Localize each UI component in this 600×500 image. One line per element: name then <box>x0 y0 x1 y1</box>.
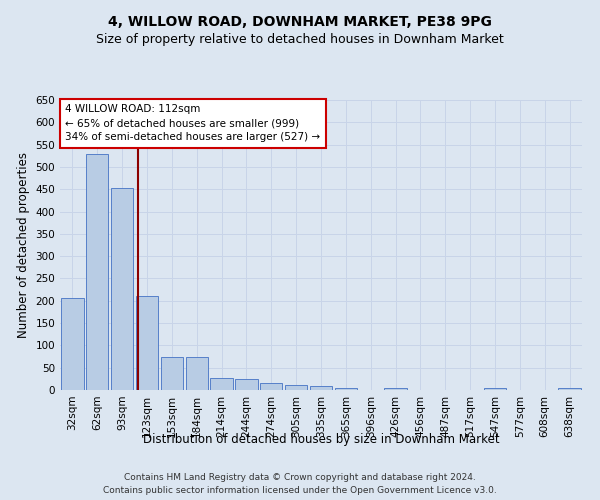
Bar <box>385 388 407 390</box>
Bar <box>235 379 257 390</box>
Bar <box>260 384 283 390</box>
Bar <box>285 384 307 390</box>
Bar <box>111 188 133 390</box>
Bar <box>335 388 357 390</box>
Bar <box>61 298 83 390</box>
Bar <box>310 386 332 390</box>
Text: Contains public sector information licensed under the Open Government Licence v3: Contains public sector information licen… <box>103 486 497 495</box>
Bar <box>136 296 158 390</box>
Bar <box>484 388 506 390</box>
Text: Distribution of detached houses by size in Downham Market: Distribution of detached houses by size … <box>143 432 499 446</box>
Bar <box>86 154 109 390</box>
Text: Size of property relative to detached houses in Downham Market: Size of property relative to detached ho… <box>96 32 504 46</box>
Bar <box>559 388 581 390</box>
Text: 4 WILLOW ROAD: 112sqm
← 65% of detached houses are smaller (999)
34% of semi-det: 4 WILLOW ROAD: 112sqm ← 65% of detached … <box>65 104 320 142</box>
Bar <box>211 378 233 390</box>
Text: 4, WILLOW ROAD, DOWNHAM MARKET, PE38 9PG: 4, WILLOW ROAD, DOWNHAM MARKET, PE38 9PG <box>108 15 492 29</box>
Bar <box>161 356 183 390</box>
Y-axis label: Number of detached properties: Number of detached properties <box>17 152 30 338</box>
Bar <box>185 356 208 390</box>
Text: Contains HM Land Registry data © Crown copyright and database right 2024.: Contains HM Land Registry data © Crown c… <box>124 472 476 482</box>
